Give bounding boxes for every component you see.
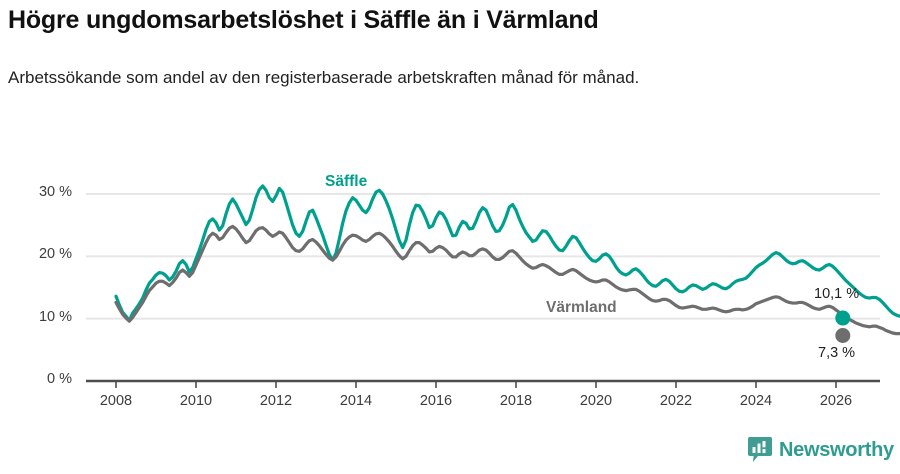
x-axis-tick-label: 2018 xyxy=(499,393,533,409)
series-label-varmland: Värmland xyxy=(546,299,617,316)
x-axis-tick-label: 2012 xyxy=(259,393,293,409)
page-title: Högre ungdomsarbetslöshet i Säffle än i … xyxy=(8,6,599,34)
newsworthy-logo-text: Newsworthy xyxy=(779,438,894,461)
x-axis-tick-label: 2014 xyxy=(339,393,373,409)
x-axis-tick-label: 2008 xyxy=(99,393,133,409)
page-subtitle: Arbetssökande som andel av den registerb… xyxy=(8,68,640,87)
y-axis-tick-label: 10 % xyxy=(38,308,72,325)
series-label-saffle: Säffle xyxy=(325,173,368,190)
x-axis-tick-label: 2020 xyxy=(579,393,613,409)
y-axis-tick-label: 20 % xyxy=(38,246,72,263)
x-axis-tick-label: 2022 xyxy=(659,393,693,409)
y-axis-tick-label: 0 % xyxy=(47,371,72,387)
x-axis-tick-label: 2026 xyxy=(819,393,853,409)
y-axis-tick-label: 30 % xyxy=(38,184,72,200)
x-axis-tick-label: 2010 xyxy=(179,393,213,409)
x-axis-tick-label: 2024 xyxy=(739,393,773,409)
end-value-varmland: 7,3 % xyxy=(818,345,856,361)
bar-chart-speech-bubble-icon xyxy=(748,437,772,463)
x-axis-tick-label: 2016 xyxy=(419,393,453,409)
end-value-saffle: 10,1 % xyxy=(814,286,860,302)
newsworthy-logo[interactable]: Newsworthy xyxy=(748,437,894,463)
